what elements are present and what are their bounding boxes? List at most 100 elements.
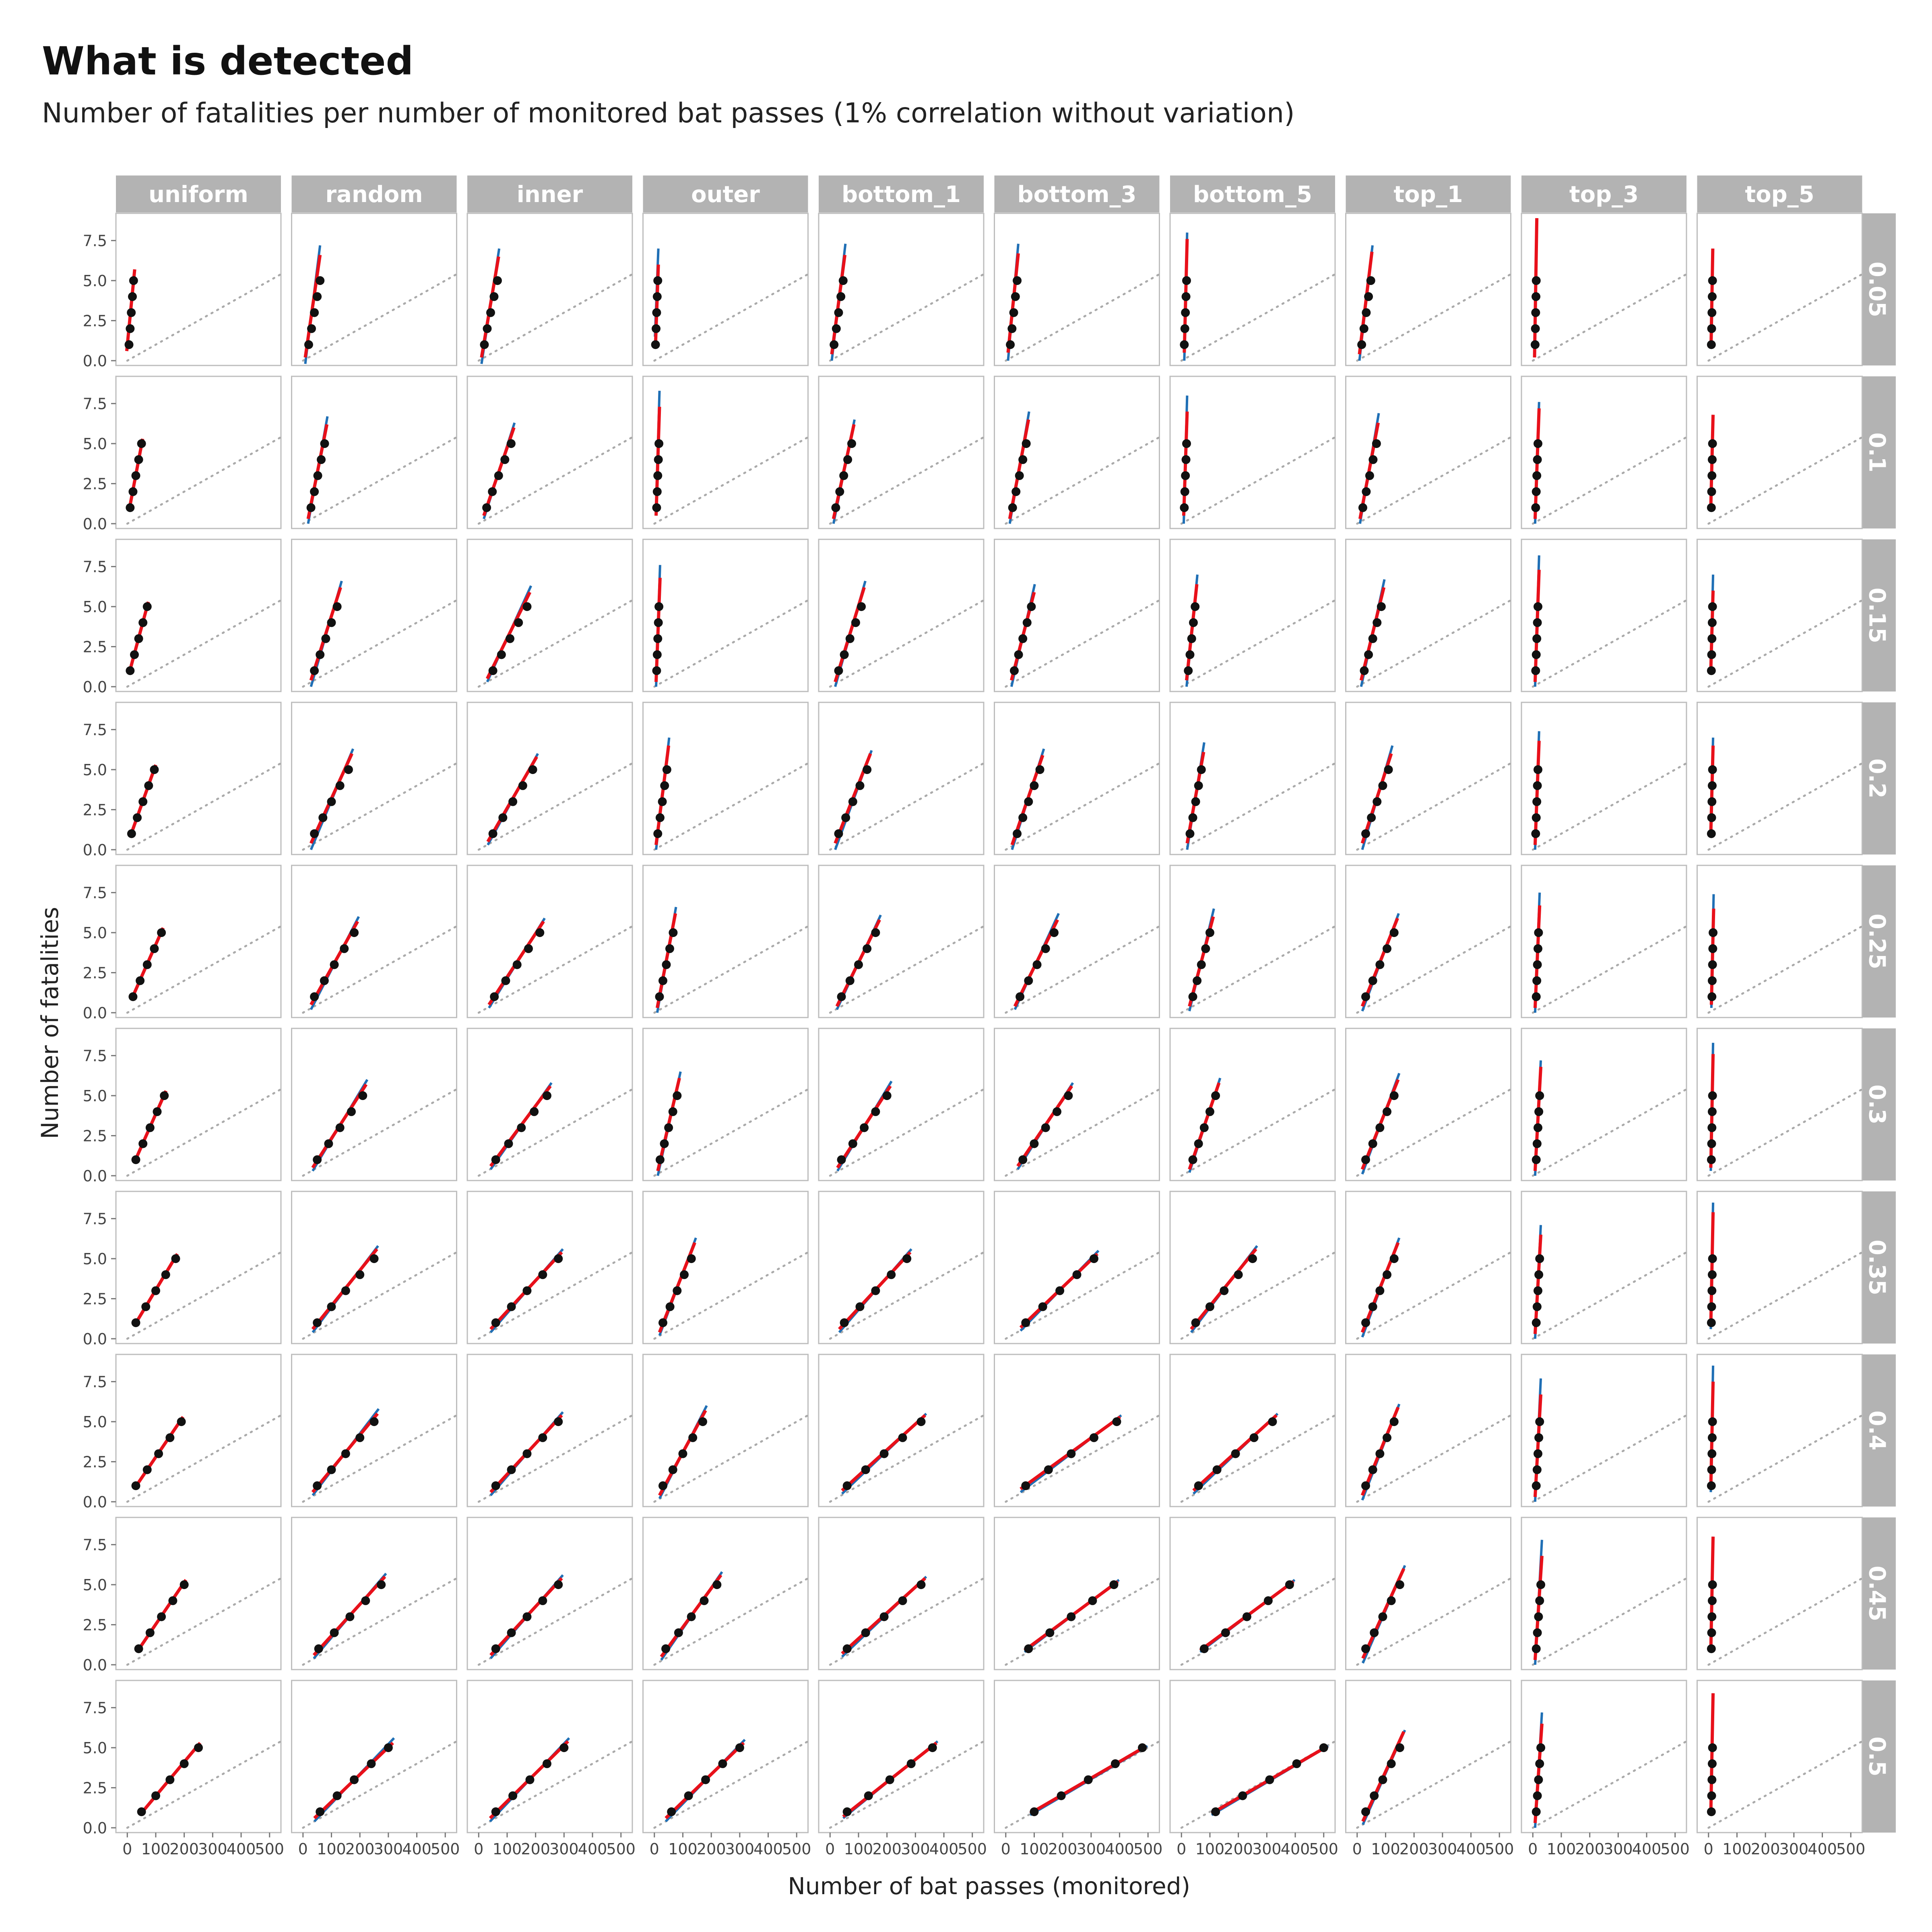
data-point <box>1384 765 1393 774</box>
data-point <box>653 634 663 643</box>
fit-line <box>1358 422 1380 519</box>
data-point <box>153 1107 162 1116</box>
data-point <box>500 455 510 464</box>
x-tick-label: 400 <box>1105 1840 1134 1858</box>
x-tick-label: 200 <box>697 1840 726 1858</box>
data-point <box>1534 1449 1542 1458</box>
fit-line <box>1533 905 1542 1008</box>
x-tick-label: 500 <box>958 1840 987 1858</box>
data-point <box>831 503 840 512</box>
panel-frame <box>1345 376 1511 529</box>
data-point <box>848 1139 857 1148</box>
data-point <box>1365 471 1374 480</box>
panel-frame <box>115 702 282 855</box>
row-strip <box>1858 1354 1896 1507</box>
y-tick-label: 0.0 <box>83 515 107 533</box>
data-point <box>840 1318 849 1327</box>
panel-frame <box>994 1354 1160 1507</box>
y-tick-label: 2.5 <box>83 1616 107 1634</box>
data-point <box>345 1612 355 1621</box>
y-tick-label: 7.5 <box>83 1210 107 1228</box>
data-point <box>126 503 135 512</box>
data-point <box>131 1155 140 1164</box>
data-point <box>1045 1628 1055 1637</box>
panel-frame <box>818 539 985 692</box>
data-point <box>507 1628 516 1637</box>
y-tick-label: 5.0 <box>83 761 107 779</box>
data-point <box>1707 976 1717 985</box>
panel-frame <box>1521 376 1687 529</box>
data-point <box>1707 634 1717 643</box>
x-tick-label: 0 <box>650 1840 659 1858</box>
x-tick-label: 400 <box>578 1840 607 1858</box>
data-point <box>898 1433 907 1442</box>
data-point <box>131 471 140 480</box>
data-point <box>157 928 166 937</box>
y-tick-label: 5.0 <box>83 1087 107 1105</box>
data-point <box>653 471 663 480</box>
data-point <box>165 1775 175 1784</box>
fit-line <box>1533 1394 1543 1497</box>
data-point <box>306 503 316 512</box>
data-point <box>340 944 349 953</box>
column-strip-label: inner <box>517 182 583 208</box>
x-tick-label: 200 <box>1751 1840 1780 1858</box>
data-point <box>310 992 319 1001</box>
row-strip-label: 0.45 <box>1864 1566 1890 1621</box>
data-point <box>327 1465 336 1474</box>
panel-frame <box>1169 865 1336 1018</box>
data-point <box>1707 829 1716 838</box>
data-point <box>1089 1433 1098 1442</box>
data-point <box>700 1596 709 1605</box>
data-point <box>1533 1791 1542 1800</box>
column-strip <box>291 175 457 213</box>
data-point <box>847 439 856 448</box>
data-point <box>1009 666 1019 675</box>
fit-line <box>1533 1556 1544 1660</box>
fit-line <box>1533 1067 1543 1171</box>
data-point <box>1534 1612 1543 1621</box>
data-point <box>1361 1481 1370 1490</box>
data-point <box>1395 1743 1404 1752</box>
panel-frame <box>1521 1680 1687 1833</box>
data-point <box>1194 781 1203 790</box>
data-point <box>1532 650 1541 659</box>
data-point <box>490 992 499 1001</box>
y-tick-label: 2.5 <box>83 1453 107 1471</box>
data-point <box>835 487 844 496</box>
data-point <box>1387 1759 1396 1768</box>
fit-line <box>1533 1724 1544 1823</box>
data-point <box>1383 1107 1391 1116</box>
data-point <box>506 634 515 643</box>
data-point <box>928 1743 937 1752</box>
panel-frame <box>1697 1028 1863 1181</box>
x-tick-label: 0 <box>1177 1840 1186 1858</box>
data-point <box>1041 1123 1050 1132</box>
y-tick-label: 7.5 <box>83 1699 107 1717</box>
data-point <box>316 1807 325 1816</box>
data-point <box>1707 992 1717 1001</box>
data-point <box>668 1107 677 1116</box>
data-point <box>1707 1449 1717 1458</box>
data-point <box>1024 976 1033 985</box>
data-point <box>662 960 671 969</box>
data-point <box>1535 1091 1544 1100</box>
data-point <box>1268 1417 1277 1426</box>
data-point <box>1378 1612 1387 1621</box>
data-point <box>137 439 146 448</box>
x-tick-label: 300 <box>374 1840 403 1858</box>
data-point <box>1189 618 1198 627</box>
panel-frame <box>1345 539 1511 692</box>
x-tick-label: 300 <box>198 1840 227 1858</box>
fit-line <box>654 745 671 845</box>
data-point <box>488 487 497 496</box>
data-point <box>1533 455 1542 464</box>
panel-frame <box>115 865 282 1018</box>
data-point <box>855 781 865 790</box>
panel-frame <box>1521 1191 1687 1344</box>
x-tick-label: 100 <box>1371 1840 1400 1858</box>
data-point <box>1375 1286 1385 1295</box>
x-tick-label: 500 <box>1836 1840 1866 1858</box>
column-strip <box>994 175 1160 213</box>
y-tick-label: 5.0 <box>83 1576 107 1594</box>
